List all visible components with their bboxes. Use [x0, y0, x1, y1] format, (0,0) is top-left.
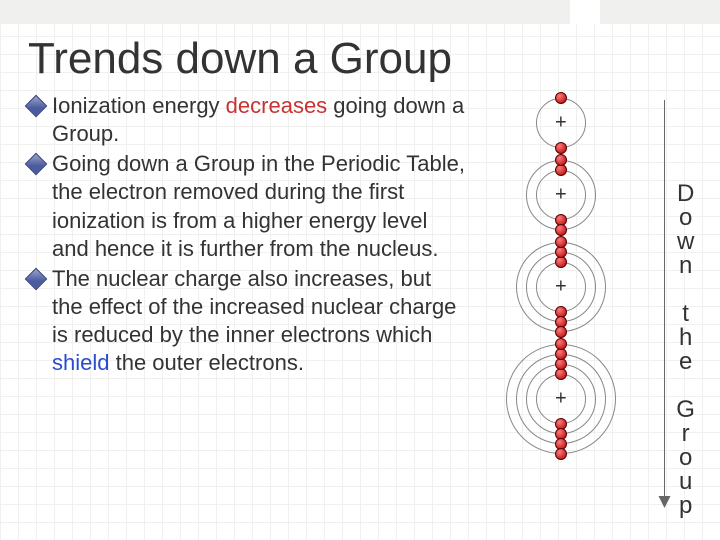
bullet-3-highlight: shield [52, 350, 109, 375]
atom-2: + [520, 154, 602, 236]
atom-4: + [500, 338, 622, 460]
bullet-1: Ionization energy decreases going down a… [28, 92, 465, 148]
arrow-head-icon [659, 496, 671, 508]
atom-1: + [530, 92, 592, 154]
page-title: Trends down a Group [28, 34, 700, 84]
electron-dot [555, 142, 567, 154]
nucleus-plus-icon: + [555, 184, 567, 207]
bullet-1-pre: Ionization energy [52, 93, 226, 118]
arrow-line [664, 100, 665, 498]
decorative-top-bar [0, 0, 720, 24]
down-the-group-label: Down the Group [676, 182, 696, 518]
bullet-3-pre: The nuclear charge also increases, but t… [52, 266, 456, 347]
atom-diagram: + + + + [471, 92, 650, 522]
bullet-3-post: the outer electrons. [109, 350, 303, 375]
bullet-1-highlight: decreases [226, 93, 328, 118]
electron-dot [555, 154, 567, 166]
nucleus-plus-icon: + [555, 388, 567, 411]
decorative-gap [570, 0, 600, 24]
text-column: Ionization energy decreases going down a… [28, 92, 465, 380]
electron-dot [555, 224, 567, 236]
atom-3: + [510, 236, 612, 338]
nucleus-plus-icon: + [555, 112, 567, 135]
bullet-2-text: Going down a Group in the Periodic Table… [52, 151, 465, 260]
nucleus-plus-icon: + [555, 276, 567, 299]
electron-dot [555, 448, 567, 460]
slide-content: Trends down a Group Ionization energy de… [0, 24, 720, 522]
content-row: Ionization energy decreases going down a… [28, 92, 700, 522]
electron-dot [555, 236, 567, 248]
bullet-3: The nuclear charge also increases, but t… [28, 265, 465, 378]
bullet-2: Going down a Group in the Periodic Table… [28, 150, 465, 263]
electron-dot [555, 338, 567, 350]
bullet-list: Ionization energy decreases going down a… [28, 92, 465, 378]
arrow-label-column: Down the Group [650, 92, 700, 522]
electron-dot [555, 92, 567, 104]
electron-dot [555, 326, 567, 338]
